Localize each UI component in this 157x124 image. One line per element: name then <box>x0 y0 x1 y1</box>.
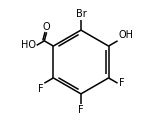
Text: F: F <box>78 105 83 115</box>
Text: Br: Br <box>76 9 86 19</box>
Text: OH: OH <box>119 30 134 40</box>
Text: HO: HO <box>21 40 36 50</box>
Text: O: O <box>43 22 50 32</box>
Text: F: F <box>38 84 43 94</box>
Text: F: F <box>119 78 124 88</box>
